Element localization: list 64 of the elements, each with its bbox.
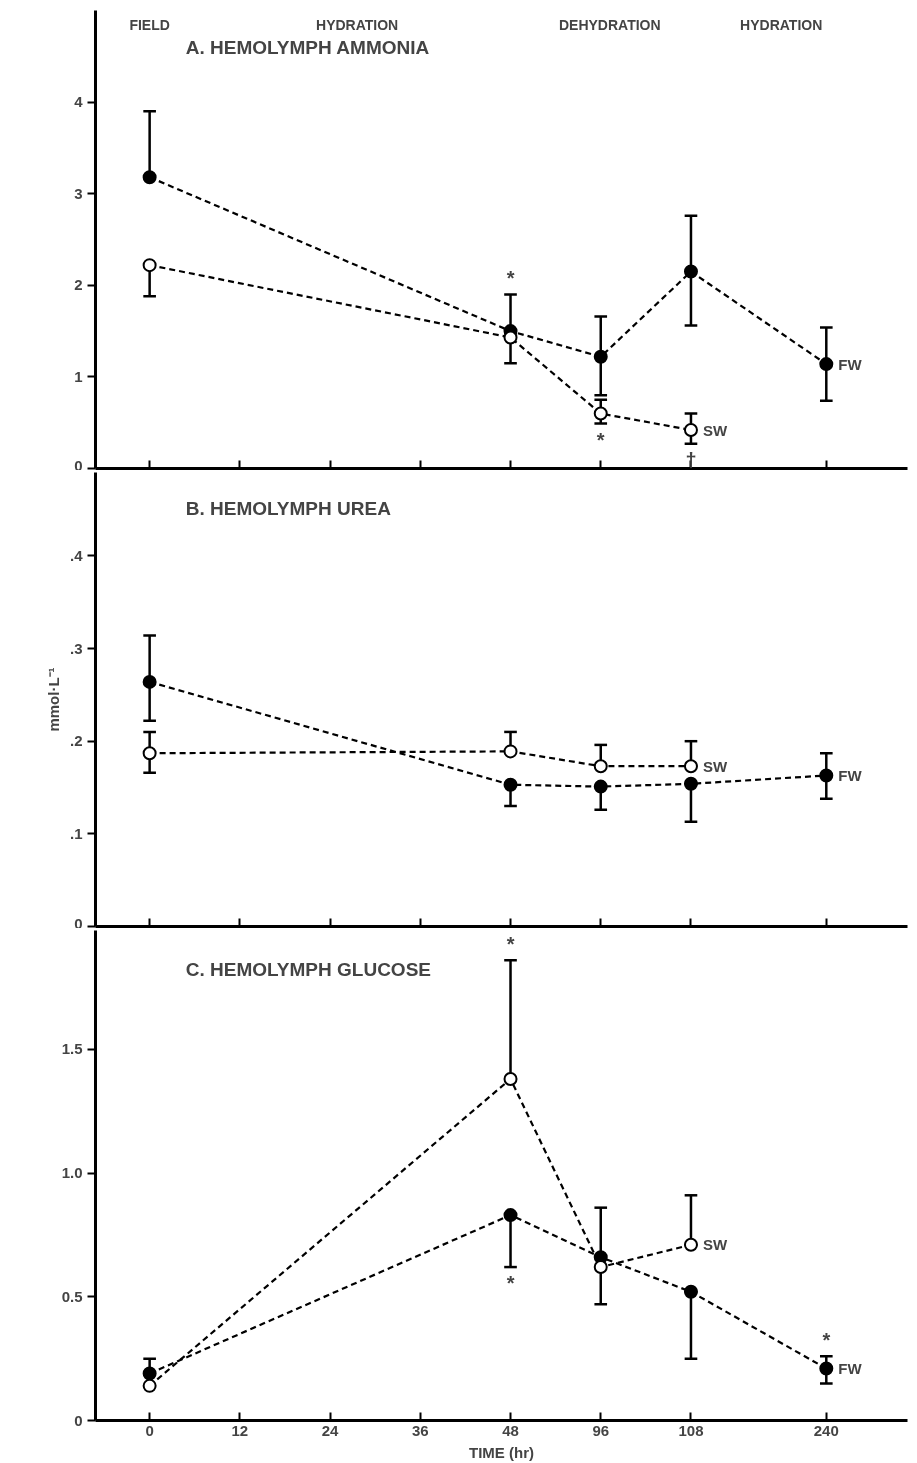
y-tick-label: .2 — [69, 732, 83, 750]
y-tick-label: .1 — [69, 824, 83, 842]
x-axis-title: TIME (hr) — [469, 1443, 535, 1461]
text: B. HEMOLYMPH UREA — [185, 498, 392, 520]
point — [593, 1260, 608, 1275]
y-tick-label: 4 — [74, 93, 84, 111]
annotation: * — [506, 267, 515, 290]
annotation: HYDRATION — [316, 17, 399, 34]
x-tick-label: 24 — [321, 1421, 340, 1439]
series-label: FW — [838, 1360, 863, 1378]
x-tick-label: 108 — [678, 1421, 704, 1439]
point — [142, 1378, 157, 1393]
y-tick-label: 0 — [74, 456, 83, 474]
point — [142, 170, 157, 185]
y-tick-label: .3 — [69, 639, 83, 657]
point — [503, 744, 518, 759]
annotation: DEHYDRATION — [558, 17, 661, 34]
x-tick-label: 240 — [813, 1421, 839, 1439]
point — [683, 776, 698, 791]
series-label: FW — [838, 766, 863, 784]
point — [142, 674, 157, 689]
series-label: SW — [702, 421, 728, 439]
y-axis-title: mmol·L⁻¹ — [44, 667, 62, 732]
annotation: * — [822, 1329, 831, 1352]
point — [503, 1072, 518, 1086]
point — [683, 264, 698, 279]
x-tick-label: 96 — [592, 1421, 610, 1439]
y-tick-label: 0 — [74, 914, 83, 932]
point — [503, 777, 518, 792]
point — [683, 1237, 698, 1252]
annotation: FIELD — [129, 17, 170, 34]
annotation: * — [506, 933, 515, 956]
point — [683, 759, 698, 774]
series-label: SW — [702, 757, 728, 775]
point — [593, 349, 608, 364]
annotation: * — [596, 428, 605, 451]
point — [142, 1366, 157, 1381]
x-tick-label: 36 — [411, 1421, 429, 1439]
y-tick-label: 1.5 — [61, 1040, 83, 1058]
point — [142, 746, 157, 761]
point — [683, 423, 698, 438]
point — [503, 1208, 518, 1223]
point — [142, 258, 157, 273]
x-tick-label: 12 — [231, 1421, 249, 1439]
y-tick-label: 1 — [74, 367, 83, 385]
point — [503, 330, 518, 345]
series-label: SW — [702, 1236, 728, 1254]
x-tick-label: 48 — [502, 1421, 519, 1439]
point — [683, 1284, 698, 1299]
y-tick-label: 3 — [74, 184, 83, 202]
point — [593, 779, 608, 794]
point — [593, 759, 608, 774]
text: A. HEMOLYMPH AMMONIA — [185, 36, 430, 58]
annotation: HYDRATION — [740, 17, 823, 34]
annotation: * — [506, 1272, 515, 1295]
y-tick-label: 2 — [74, 276, 83, 294]
series-label: FW — [838, 355, 863, 373]
x-tick-label: 0 — [145, 1421, 154, 1439]
y-tick-label: 0.5 — [61, 1287, 83, 1305]
point — [593, 406, 608, 421]
y-tick-label: .4 — [69, 546, 84, 564]
y-tick-label: 1.0 — [61, 1164, 83, 1182]
annotation: † — [685, 448, 697, 471]
text: C. HEMOLYMPH GLUCOSE — [185, 959, 431, 981]
